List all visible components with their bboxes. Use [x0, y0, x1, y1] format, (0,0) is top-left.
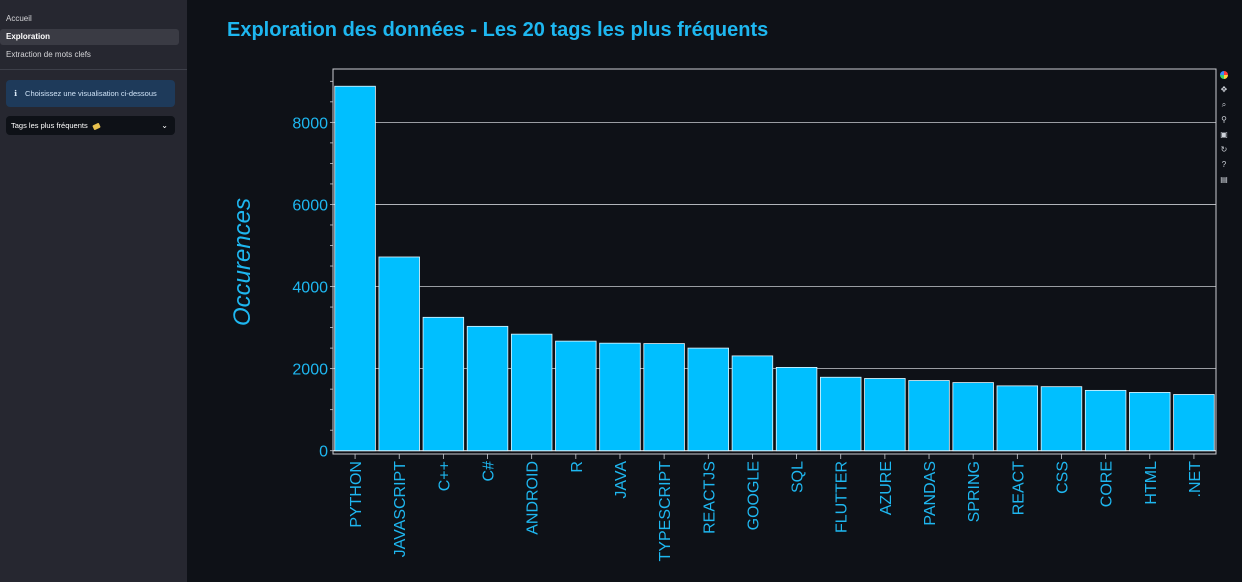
y-tick-label: 8000 [292, 115, 328, 132]
x-tick-label: PYTHON [348, 461, 365, 528]
select-value-wrap: Tags les plus fréquents [11, 121, 101, 130]
bar-android[interactable] [510, 333, 553, 452]
x-tick-label: REACT [1010, 461, 1027, 515]
y-axis-label: Occurences [229, 198, 256, 326]
bar-core[interactable] [1084, 389, 1127, 452]
info-icon: ℹ [14, 89, 18, 98]
plotly-logo-icon[interactable] [1219, 68, 1230, 81]
y-tick-label: 0 [319, 444, 328, 461]
info-alert: ℹ Choisissez une visualisation ci-dessou… [6, 80, 175, 107]
bar-java[interactable] [599, 342, 641, 452]
x-tick-label: SQL [790, 461, 807, 493]
save-icon[interactable]: ▣ [1220, 130, 1228, 139]
lasso-icon[interactable]: ⚲ [1221, 115, 1227, 124]
plot-frame [332, 68, 1217, 455]
page-title: Exploration des données - Les 20 tags le… [227, 19, 769, 41]
nav-item-exploration[interactable]: Exploration [0, 29, 179, 45]
bar-typescript[interactable] [643, 343, 685, 452]
bar-pandas[interactable] [908, 380, 950, 452]
bar-r[interactable] [555, 340, 597, 452]
bar-sql[interactable] [775, 366, 818, 452]
bar-css[interactable] [1040, 386, 1083, 452]
bar-python[interactable] [334, 85, 376, 452]
info-text: Choisissez une visualisation ci-dessous [25, 89, 157, 98]
bar-net[interactable] [1173, 394, 1215, 452]
x-tick-label: REACTJS [701, 461, 718, 534]
bar-google[interactable] [731, 355, 774, 452]
info-icon[interactable]: ▤ [1220, 175, 1228, 184]
x-tick-label: ANDROID [525, 461, 542, 535]
x-tick-label: TYPESCRIPT [657, 461, 674, 562]
x-tick-label: HTML [1143, 461, 1160, 505]
sidebar-nav: Accueil Exploration Extraction de mots c… [0, 0, 187, 63]
bar-flutter[interactable] [820, 376, 862, 452]
bar-javascript[interactable] [378, 256, 420, 452]
bar-c[interactable] [466, 325, 509, 452]
x-tick-label: GOOGLE [745, 461, 762, 530]
y-tick-label: 2000 [292, 362, 328, 379]
bar-reactjs[interactable] [687, 347, 729, 452]
x-tick-label: CSS [1054, 461, 1071, 494]
zoom-icon[interactable]: ⌕ [1221, 99, 1227, 109]
nav-item-accueil[interactable]: Accueil [6, 14, 32, 23]
x-tick-label: CORE [1099, 461, 1116, 507]
x-tick-label: AZURE [878, 461, 895, 515]
chevron-down-icon: ⌄ [161, 121, 168, 130]
plotly-logo-mark [1220, 70, 1228, 79]
x-tick-label: R [569, 461, 586, 473]
x-tick-label: .NET [1187, 461, 1204, 498]
pan-icon[interactable]: ✥ [1220, 85, 1228, 94]
chart-modebar: ✥ ⌕ ⚲ ▣ ↻? ▤ [1217, 68, 1231, 188]
sidebar-divider [0, 69, 187, 70]
x-tick-label: C++ [436, 461, 453, 491]
x-tick-label: C# [481, 461, 498, 482]
sidebar: Accueil Exploration Extraction de mots c… [0, 0, 187, 582]
bar-spring[interactable] [952, 382, 994, 452]
x-tick-label: SPRING [966, 461, 983, 522]
select-value: Tags les plus fréquents [11, 121, 88, 130]
visualisation-select[interactable]: Tags les plus fréquents ⌄ [6, 116, 175, 135]
x-tick-label: PANDAS [922, 461, 939, 526]
help-icon[interactable]: ? [1221, 160, 1227, 169]
nav-item-extraction[interactable]: Extraction de mots clefs [6, 50, 91, 59]
reset-icon[interactable]: ↻ [1220, 145, 1228, 154]
bar-react[interactable] [996, 385, 1039, 452]
x-tick-label: FLUTTER [834, 461, 851, 533]
y-tick-label: 4000 [292, 280, 328, 297]
x-tick-label: JAVA [613, 461, 630, 499]
bar-azure[interactable] [864, 378, 906, 452]
bar-html[interactable] [1129, 392, 1171, 452]
x-tick-label: JAVASCRIPT [392, 461, 409, 558]
bar-c[interactable] [422, 316, 465, 452]
y-tick-label: 6000 [292, 197, 328, 214]
